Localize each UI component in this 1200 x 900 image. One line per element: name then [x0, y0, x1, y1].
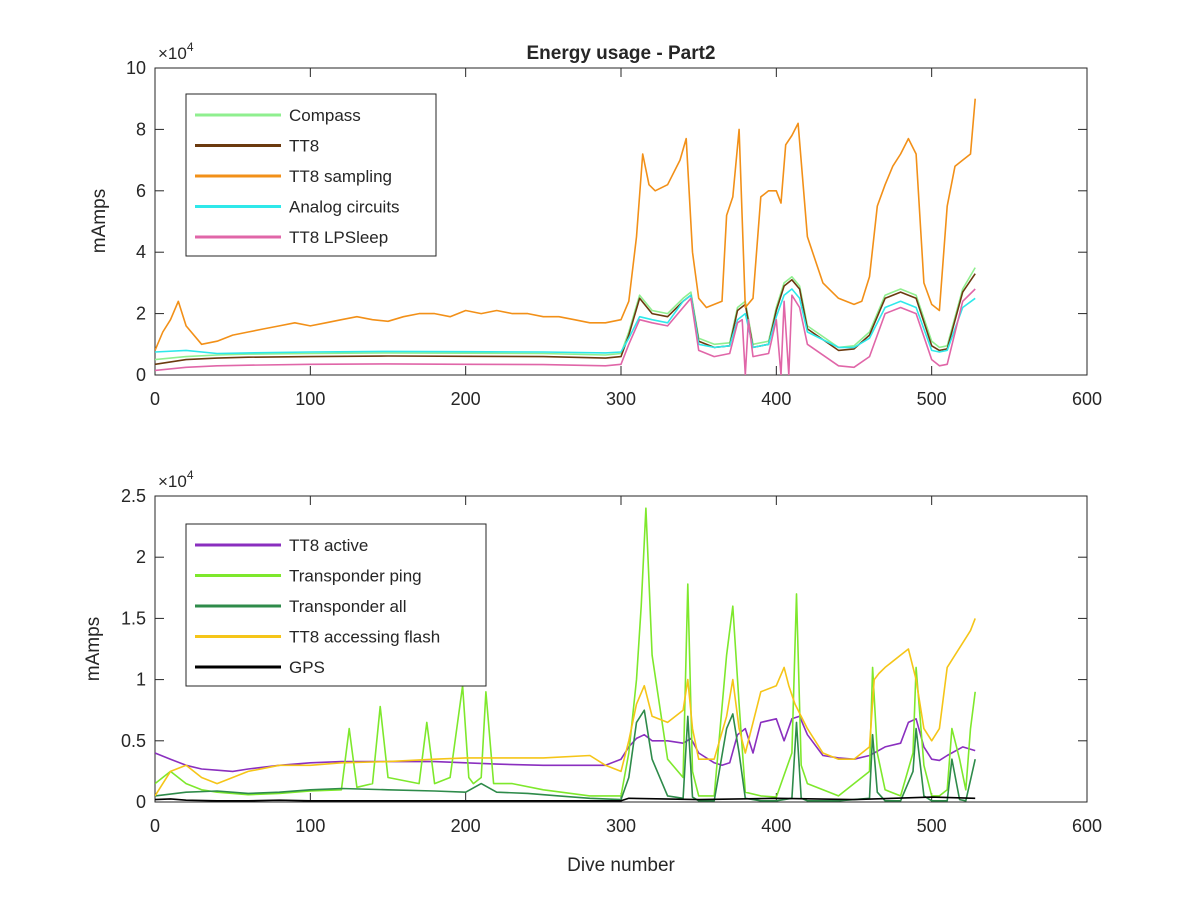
y-tick-label: 0: [136, 365, 146, 385]
x-tick-label: 500: [917, 816, 947, 836]
y-tick-label: 0.5: [121, 731, 146, 751]
axes-bottom: 0 100 200 300 400 500 600 0 0.5 1 1.5 2 2.5: [121, 486, 1102, 836]
x-tick-label: 100: [295, 816, 325, 836]
series-line-tt8-active: [155, 715, 976, 773]
x-tick-label: 400: [761, 389, 791, 409]
legend-label: TT8 accessing flash: [289, 628, 440, 647]
y-exponent-power-top: 4: [187, 40, 194, 54]
series-line-tt8: [155, 273, 976, 366]
y-exponent-base-bottom: ×10: [158, 472, 187, 491]
y-tick-label: 4: [136, 242, 146, 262]
y-axis-label-bottom: mAmps: [83, 617, 104, 681]
chart-energy-top: Energy usage - Part2 mAmps ×104 0 100 200 3…: [89, 40, 1102, 409]
x-axis-label: Dive number: [567, 855, 675, 876]
series-line-gps: [155, 796, 976, 802]
series-line-transponder-ping: [155, 507, 976, 798]
series-lines-bottom: [155, 507, 976, 802]
legend-label: TT8: [289, 137, 319, 156]
y-exponent-top: ×104: [158, 40, 194, 63]
y-tick-label: 6: [136, 181, 146, 201]
series-line-transponder-all: [155, 709, 976, 802]
legend-label: Compass: [289, 106, 361, 125]
legend-label: GPS: [289, 658, 325, 677]
y-tick-label: 2: [136, 547, 146, 567]
x-tick-label: 0: [150, 816, 160, 836]
y-tick-label: 10: [126, 58, 146, 78]
legend-label: Analog circuits: [289, 198, 400, 217]
y-tick-label: 1: [136, 670, 146, 690]
series-line-tt8-accessing-flash: [155, 618, 976, 797]
x-tick-label: 0: [150, 389, 160, 409]
series-line-analog-circuits: [155, 288, 976, 355]
axes-top: 0 100 200 300 400 500 600 0 2 4 6 8 10: [126, 58, 1102, 409]
y-exponent-bottom: ×104: [158, 468, 194, 491]
legend-label: TT8 sampling: [289, 167, 392, 186]
legend-top: Compass TT8 TT8 sampling Analog circuits TT8…: [185, 93, 437, 257]
y-exponent-power-bottom: 4: [187, 468, 194, 482]
series-line-compass: [155, 267, 976, 361]
y-tick-label: 2.5: [121, 486, 146, 506]
legend-bottom: TT8 active Transponder ping Transponder al…: [185, 523, 487, 687]
series-line-tt8-sampling: [155, 98, 976, 351]
x-tick-label: 600: [1072, 816, 1102, 836]
series-line-tt8-lpsleep: [155, 288, 976, 375]
legend-label: Transponder ping: [289, 567, 422, 586]
y-exponent-base-top: ×10: [158, 44, 187, 63]
y-tick-label: 8: [136, 119, 146, 139]
x-tick-label: 500: [917, 389, 947, 409]
x-tick-label: 300: [606, 816, 636, 836]
x-tick-label: 100: [295, 389, 325, 409]
y-axis-label-top: mAmps: [89, 189, 110, 253]
y-tick-label: 2: [136, 304, 146, 324]
x-tick-label: 600: [1072, 389, 1102, 409]
legend-label: Transponder all: [289, 597, 407, 616]
chart-energy-bottom: mAmps Dive number ×104 0 100 200 300 400 500 6…: [83, 468, 1102, 876]
y-tick-label: 0: [136, 792, 146, 812]
x-tick-label: 200: [451, 389, 481, 409]
legend-label: TT8 active: [289, 536, 368, 555]
x-tick-label: 300: [606, 389, 636, 409]
x-tick-label: 400: [761, 816, 791, 836]
chart-title: Energy usage - Part2: [526, 43, 715, 64]
legend-label: TT8 LPSleep: [289, 228, 388, 247]
x-tick-label: 200: [451, 816, 481, 836]
y-tick-label: 1.5: [121, 608, 146, 628]
series-lines-top: [155, 98, 976, 375]
